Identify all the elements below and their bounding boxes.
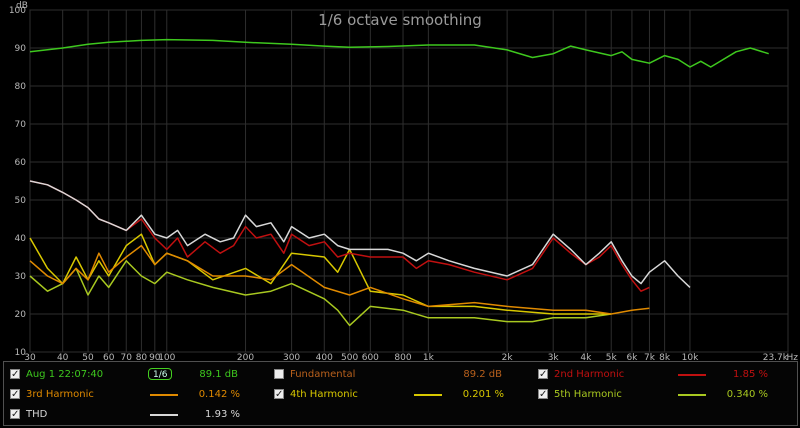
x-tick-label: 30 <box>24 353 36 362</box>
y-tick-label: 80 <box>15 82 27 92</box>
plot-area <box>29 9 789 353</box>
x-tick-label: 2k <box>502 353 514 362</box>
x-tick-label: 40 <box>57 353 69 362</box>
h2-label: 2nd Harmonic <box>554 369 625 380</box>
legend-5th-harmonic[interactable]: ✓ 5th Harmonic 0.340 % <box>536 385 796 405</box>
h5-checkbox[interactable]: ✓ <box>538 389 548 400</box>
h4-value: 0.201 % <box>462 389 504 400</box>
h4-label: 4th Harmonic <box>290 389 358 400</box>
y-tick-label: 90 <box>15 44 27 54</box>
x-tick-label: 300 <box>283 353 300 362</box>
h3-checkbox[interactable]: ✓ <box>10 389 20 400</box>
legend-measurement[interactable]: ✓ Aug 1 22:07:40 1/6 89.1 dB <box>8 365 268 385</box>
legend-row-3: ✓ THD 1.93 % <box>4 405 797 425</box>
x-tick-label: 1k <box>423 353 435 362</box>
h3-label: 3rd Harmonic <box>26 389 94 400</box>
y-tick-label: 50 <box>15 196 27 206</box>
h5-swatch <box>678 394 706 396</box>
x-tick-label: 200 <box>237 353 254 362</box>
series-line-aug-1-22-07-40 <box>29 38 769 68</box>
x-axis-unit: Hz <box>787 353 799 362</box>
thd-checkbox[interactable]: ✓ <box>10 409 20 420</box>
x-tick-label: 3k <box>548 353 560 362</box>
x-tick-label: 90 <box>149 353 161 362</box>
y-tick-label: 20 <box>15 310 27 320</box>
series-line-4th-harmonic <box>29 233 612 315</box>
series-line-3rd-harmonic <box>29 244 650 315</box>
y-tick-label: 30 <box>15 272 27 282</box>
legend-4th-harmonic[interactable]: ✓ 4th Harmonic 0.201 % <box>272 385 532 405</box>
series-lines <box>29 38 769 327</box>
smoothing-badge[interactable]: 1/6 <box>148 368 173 380</box>
h3-value: 0.142 % <box>198 389 240 400</box>
x-tick-label: 400 <box>316 353 333 362</box>
x-tick-label: 50 <box>82 353 94 362</box>
fundamental-checkbox[interactable] <box>274 369 284 379</box>
y-tick-label: 100 <box>9 6 26 16</box>
x-tick-label: 70 <box>121 353 133 362</box>
thd-value: 1.93 % <box>205 409 240 420</box>
h4-swatch <box>414 394 442 396</box>
h5-label: 5th Harmonic <box>554 389 622 400</box>
legend-thd[interactable]: ✓ THD 1.93 % <box>8 405 268 425</box>
series-line-thd <box>29 180 691 288</box>
x-tick-label: 80 <box>136 353 148 362</box>
legend-3rd-harmonic[interactable]: ✓ 3rd Harmonic 0.142 % <box>8 385 268 405</box>
measurement-value: 89.1 dB <box>199 369 238 380</box>
grid <box>29 9 789 353</box>
x-tick-label: 6k <box>626 353 638 362</box>
y-axis-label: dB <box>16 1 28 11</box>
h3-swatch <box>150 394 178 396</box>
x-tick-label: 800 <box>394 353 411 362</box>
fundamental-label: Fundamental <box>290 369 356 380</box>
fundamental-value: 89.2 dB <box>463 369 502 380</box>
legend-row-2: ✓ 3rd Harmonic 0.142 % ✓ 4th Harmonic 0.… <box>4 385 797 405</box>
chart-title: 1/6 octave smoothing <box>318 11 482 29</box>
h2-swatch <box>678 374 706 376</box>
x-tick-label: 8k <box>659 353 671 362</box>
x-tick-label: 500 <box>341 353 358 362</box>
h2-checkbox[interactable]: ✓ <box>538 369 548 380</box>
series-line-5th-harmonic <box>29 260 612 327</box>
legend-row-1: ✓ Aug 1 22:07:40 1/6 89.1 dB Fundamental… <box>4 365 797 385</box>
y-tick-label: 40 <box>15 234 27 244</box>
y-tick-label: 10 <box>15 348 27 358</box>
h2-value: 1.85 % <box>733 369 768 380</box>
x-tick-label: 60 <box>103 353 115 362</box>
x-tick-label: 10k <box>682 353 699 362</box>
thd-label: THD <box>26 409 48 420</box>
y-tick-label: 70 <box>15 120 27 130</box>
x-tick-label: 23.7k <box>763 353 789 362</box>
h5-value: 0.340 % <box>726 389 768 400</box>
legend-fundamental[interactable]: Fundamental 89.2 dB <box>272 365 532 385</box>
measurement-checkbox[interactable]: ✓ <box>10 369 20 380</box>
x-tick-label: 600 <box>362 353 379 362</box>
x-tick-label: 5k <box>606 353 618 362</box>
measurement-label: Aug 1 22:07:40 <box>26 369 104 380</box>
h4-checkbox[interactable]: ✓ <box>274 389 284 400</box>
thd-swatch <box>150 414 178 416</box>
x-tick-label: 100 <box>158 353 175 362</box>
legend-panel: ✓ Aug 1 22:07:40 1/6 89.1 dB Fundamental… <box>3 361 798 426</box>
y-tick-label: 60 <box>15 158 27 168</box>
legend-2nd-harmonic[interactable]: ✓ 2nd Harmonic 1.85 % <box>536 365 796 385</box>
x-tick-label: 4k <box>580 353 592 362</box>
x-tick-label: 7k <box>644 353 656 362</box>
y-ticks: 10 20 30 40 50 60 70 80 90 100 <box>9 6 26 358</box>
